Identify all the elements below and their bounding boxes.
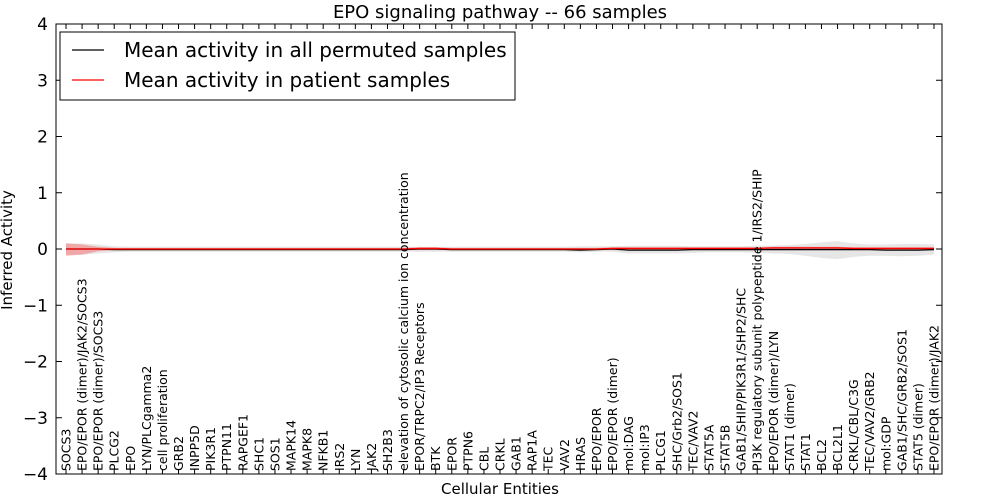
x-tick-label: EPO/EPOR (dimer) <box>605 357 620 471</box>
x-tick-label: PLCG2 <box>107 430 122 471</box>
y-tick-label: 4 <box>37 15 48 35</box>
x-tick-label: EPOR <box>444 437 459 471</box>
plot-frame <box>55 23 943 475</box>
x-tick-label: TEC/VAV2 <box>685 411 700 472</box>
x-tick-label: EPO/EPOR (dimer)/JAK2 <box>927 325 942 471</box>
x-axis-ticks <box>65 24 935 474</box>
x-tick-label: SHC/Grb2/SOS1 <box>669 372 684 471</box>
x-tick-label: TEC <box>541 446 556 472</box>
y-tick-label: 1 <box>37 184 48 204</box>
x-tick-label: cell proliferation <box>155 369 170 471</box>
x-tick-label: EPO/EPOR (dimer)/LYN <box>766 331 781 471</box>
y-tick-label: −3 <box>23 409 48 429</box>
x-tick-label: EPOR/TRPC2/IP3 Receptors <box>412 302 427 471</box>
y-tick-label: −4 <box>23 465 48 485</box>
y-tick-label: −1 <box>23 296 48 316</box>
x-tick-label: GRB2 <box>171 436 186 471</box>
x-tick-label: STAT1 <box>798 433 813 471</box>
x-tick-label: VAV2 <box>557 439 572 471</box>
x-tick-label: BTK <box>428 446 443 471</box>
x-tick-label: elevation of cytosolic calcium ion conce… <box>396 172 411 471</box>
x-tick-label: RAPGEF1 <box>235 414 250 471</box>
x-tick-label: INPP5D <box>187 425 202 471</box>
series-line-1 <box>66 247 934 250</box>
x-tick-label: MAPK8 <box>300 428 315 471</box>
x-tick-label: PIK3R1 <box>203 427 218 471</box>
x-tick-label: CRKL/CBL/C3G <box>846 379 861 471</box>
x-tick-label: mol:GDP <box>878 416 893 471</box>
x-tick-label: STAT5B <box>718 425 733 471</box>
y-tick-label: 2 <box>37 128 48 148</box>
x-tick-label: CRKL <box>493 438 508 471</box>
x-tick-label: SHC1 <box>251 437 266 471</box>
x-tick-label: GAB1/SHC/GRB2/SOS1 <box>894 329 909 471</box>
x-tick-label: PTPN6 <box>460 431 475 471</box>
x-tick-label: GAB1/SHIP/PIK3R1/SHP2/SHC <box>734 288 749 471</box>
y-tick-label: 3 <box>37 71 48 91</box>
x-tick-label: PLCG1 <box>653 430 668 471</box>
legend-label-permuted: Mean activity in all permuted samples <box>124 38 507 62</box>
x-tick-labels: SOCS3 EPO/EPOR (dimer)/JAK2/SOCS3 EPO/EPOR… <box>59 169 942 472</box>
x-tick-label: LYN <box>348 449 363 471</box>
x-tick-label: EPO/EPOR <box>589 407 604 471</box>
legend: Mean activity in all permuted samples Me… <box>59 31 516 101</box>
legend-label-patient: Mean activity in patient samples <box>124 68 450 92</box>
x-tick-label: BCL2 <box>814 439 829 471</box>
x-tick-label: EPO/EPOR (dimer)/JAK2/SOCS3 <box>75 278 90 471</box>
x-tick-label: RAP1A <box>525 430 540 471</box>
x-tick-label: BCL2L1 <box>830 424 845 471</box>
y-tick-label: 0 <box>37 240 48 260</box>
series-lines <box>66 247 935 251</box>
x-tick-label: CBL <box>476 447 491 471</box>
x-tick-label: SOCS3 <box>59 429 74 471</box>
x-tick-label: NFKB1 <box>316 430 331 471</box>
x-tick-label: IRS2 <box>332 443 347 471</box>
chart-title: EPO signaling pathway -- 66 samples <box>333 2 667 23</box>
legend-box <box>59 31 516 101</box>
x-tick-label: STAT1 (dimer) <box>782 383 797 471</box>
y-tick-label: −2 <box>23 353 48 373</box>
x-tick-label: EPO <box>123 446 138 471</box>
x-tick-label: PTPN11 <box>219 423 234 471</box>
x-tick-label: SH2B3 <box>380 429 395 471</box>
x-tick-label: mol:IP3 <box>637 424 652 471</box>
x-tick-label: JAK2 <box>364 443 379 472</box>
x-tick-label: LYN/PLCgamma2 <box>139 366 154 471</box>
x-tick-label: EPO/EPOR (dimer)/SOCS3 <box>91 311 106 471</box>
x-tick-label: GAB1 <box>509 436 524 471</box>
x-tick-label: SOS1 <box>267 437 282 471</box>
y-axis-ticks: −4 −3 −2 −1 0 1 2 3 4 <box>23 15 942 485</box>
y-axis-label: Inferred Activity <box>0 190 16 310</box>
x-tick-label: TEC/VAV2/GRB2 <box>862 371 877 472</box>
x-tick-label: STAT5A <box>701 424 716 471</box>
x-tick-label: PI3K regulatory subunit polypeptide 1/IR… <box>750 169 765 471</box>
x-tick-label: STAT5 (dimer) <box>910 383 925 471</box>
x-axis-label: Cellular Entities <box>441 480 559 498</box>
x-tick-label: mol:DAG <box>621 416 636 471</box>
x-tick-label: MAPK14 <box>284 420 299 471</box>
x-tick-label: HRAS <box>573 437 588 471</box>
